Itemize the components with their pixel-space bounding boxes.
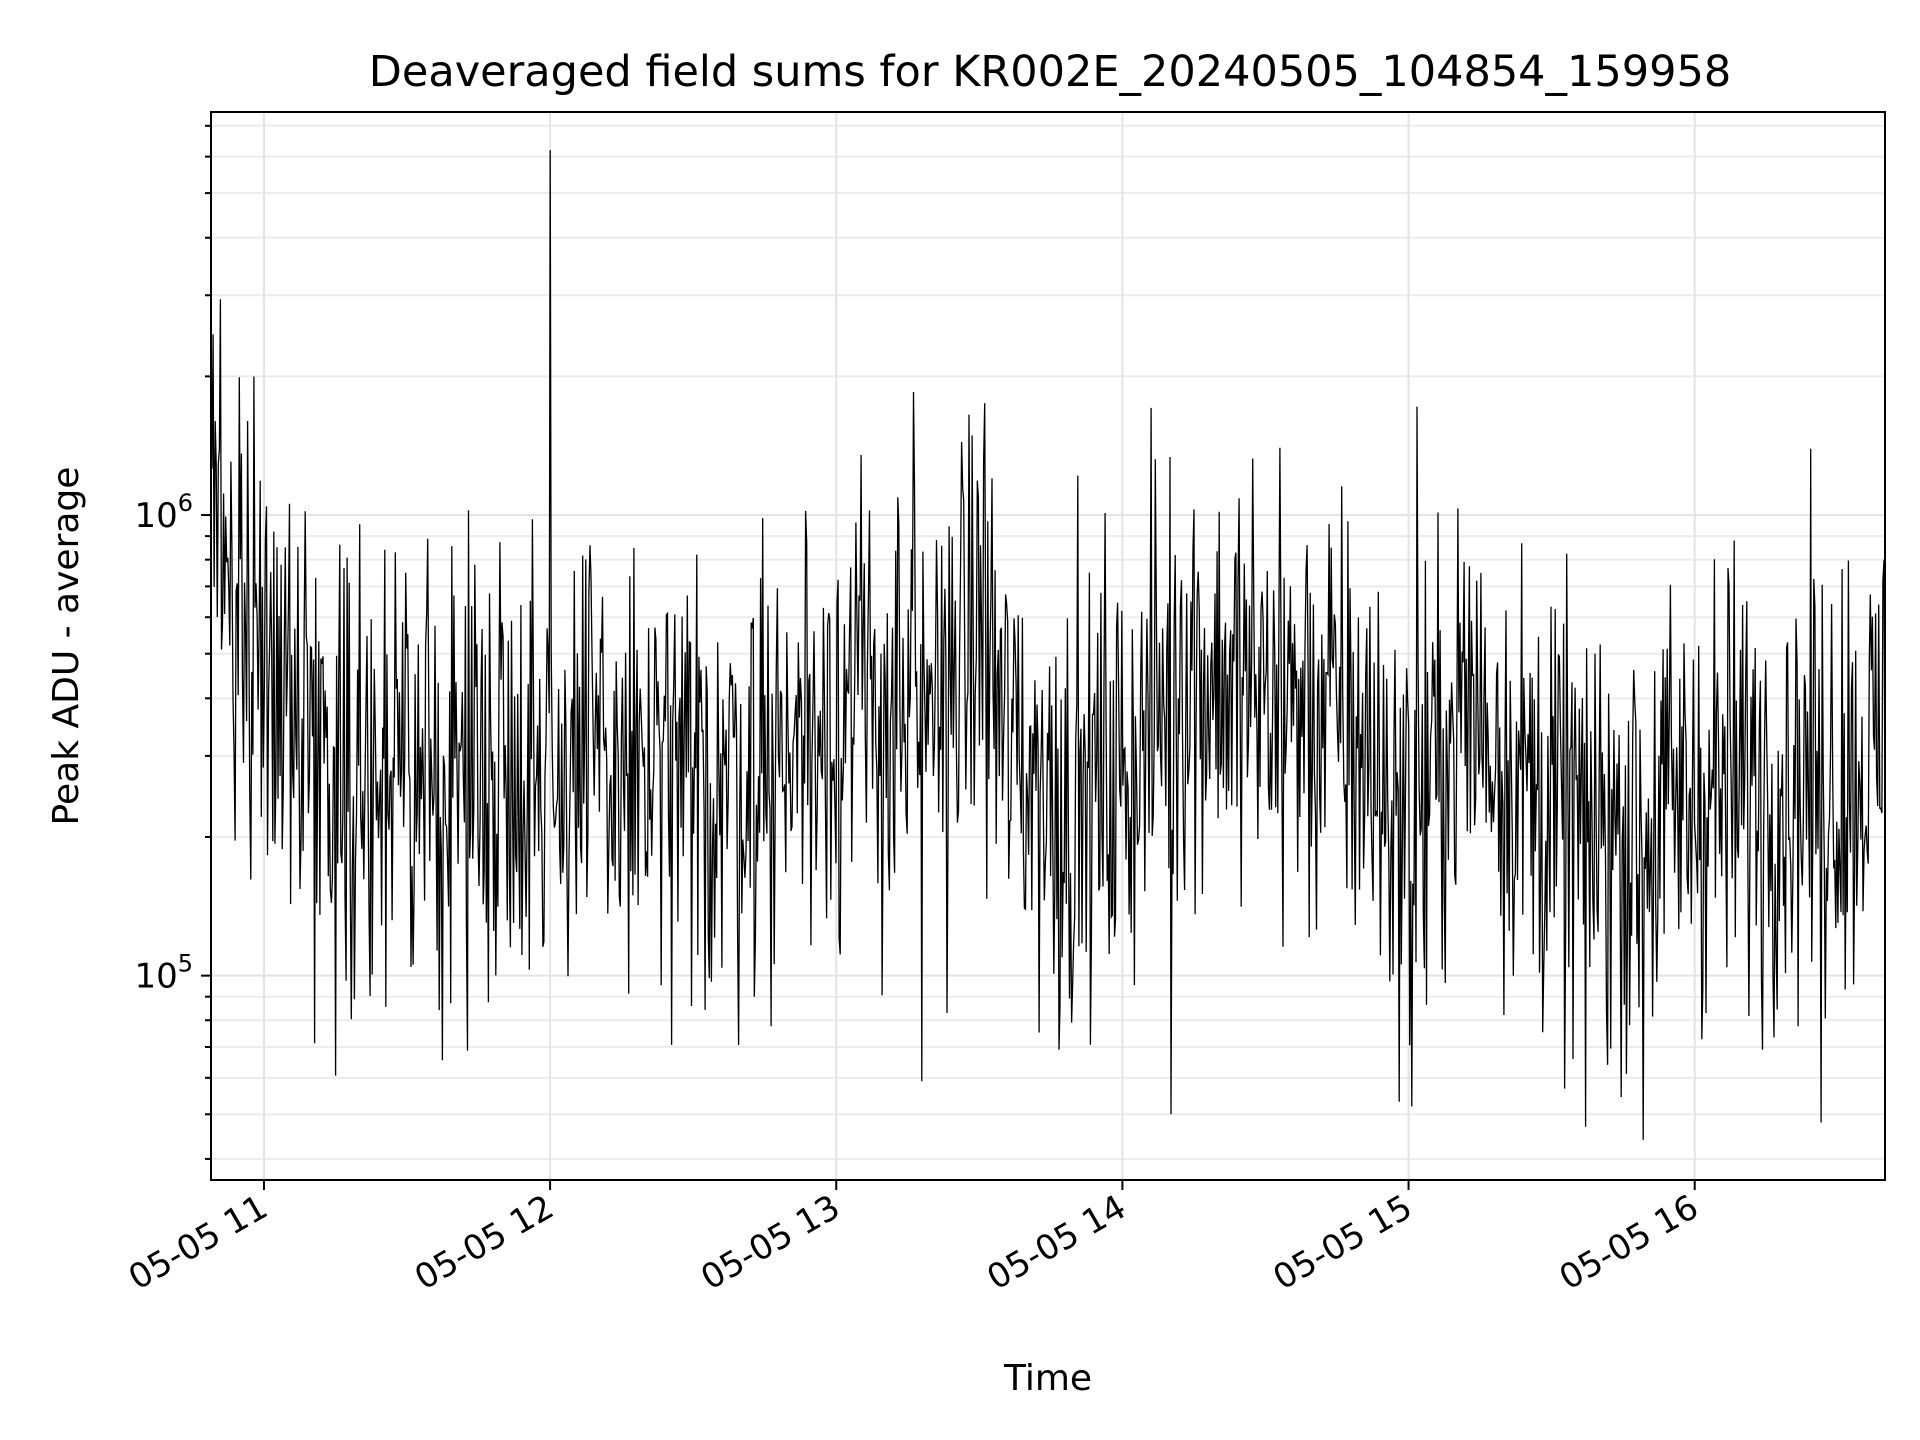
series-line	[210, 150, 1886, 1140]
grid-layer	[211, 112, 1885, 1180]
y-tick-base: 10	[134, 496, 177, 536]
plot-frame	[210, 111, 1886, 1181]
chart-title: Deaveraged field sums for KR002E_2024050…	[369, 47, 1731, 97]
series-layer	[210, 150, 1886, 1140]
y-tick-exponent: 6	[178, 489, 193, 517]
y-tick-label: 105	[134, 950, 193, 997]
y-tick-base: 10	[134, 957, 177, 997]
x-axis-label: Time	[1003, 1358, 1092, 1399]
y-tick-exponent: 5	[178, 950, 193, 978]
y-axis-label: Peak ADU - average	[46, 467, 87, 826]
y-tick-label: 106	[134, 489, 193, 536]
